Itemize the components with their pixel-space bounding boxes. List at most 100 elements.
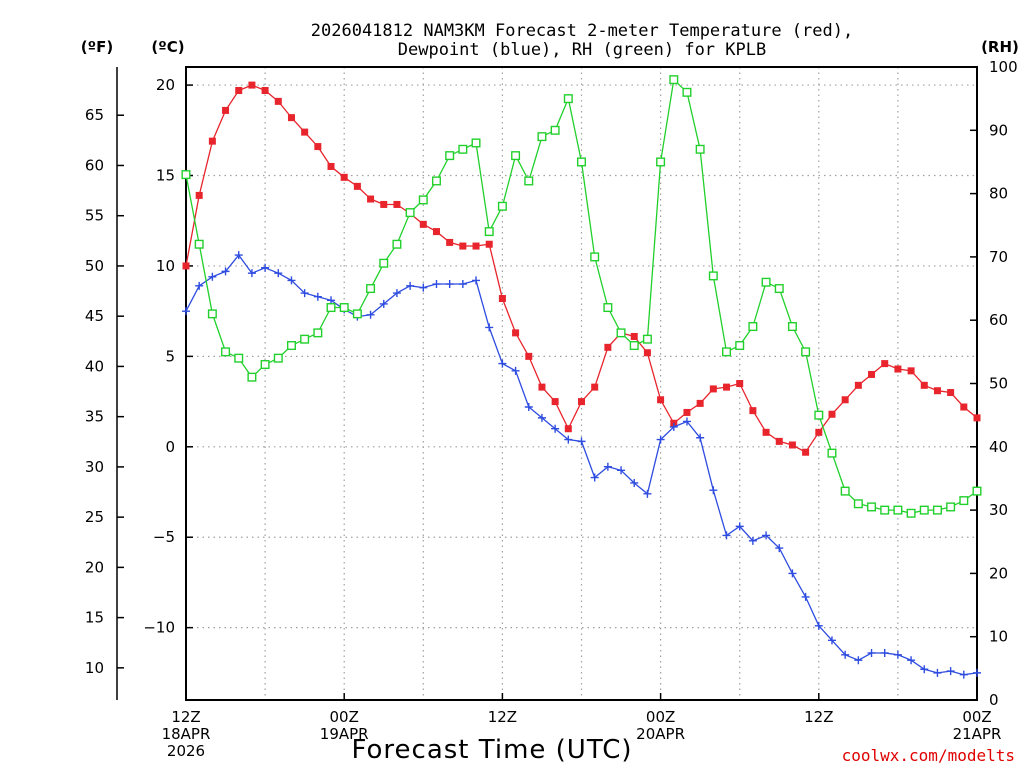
fahrenheit-tick-label: 55	[85, 207, 104, 225]
fahrenheit-tick-label: 25	[85, 508, 104, 526]
temperature-point	[749, 407, 757, 415]
dewpoint-point	[234, 251, 243, 260]
celsius-tick-label: 20	[156, 76, 175, 94]
dewpoint-point	[920, 665, 929, 674]
dewpoint-point	[577, 437, 586, 446]
dewpoint-point	[814, 621, 823, 630]
dewpoint-point	[630, 478, 639, 487]
temperature-point	[551, 398, 559, 406]
rh-tick-label: 30	[989, 501, 1008, 519]
rh-tick-label: 10	[989, 628, 1008, 646]
rh-tick-label: 100	[989, 58, 1018, 76]
dewpoint-point	[893, 650, 902, 659]
rh-point	[642, 334, 652, 344]
dewpoint-point	[709, 486, 718, 495]
dewpoint-point	[590, 473, 599, 482]
temperature-point	[222, 106, 230, 114]
dewpoint-point	[880, 648, 889, 657]
dewpoint-point	[182, 307, 190, 316]
temperature-point	[578, 398, 585, 406]
rh-point	[853, 499, 863, 509]
dewpoint-point	[656, 435, 665, 444]
temperature-point	[815, 428, 823, 436]
dewpoint-point	[603, 462, 612, 471]
rh-point	[313, 328, 323, 338]
temperature-point	[920, 381, 928, 389]
axes	[116, 66, 978, 701]
temperature-point	[841, 396, 849, 404]
fahrenheit-tick-label: 45	[85, 307, 104, 325]
x-tick-label: 12Z	[804, 708, 833, 726]
celsius-tick-label: −10	[143, 619, 175, 637]
rh-point	[695, 144, 705, 154]
dewpoint-point	[854, 656, 863, 665]
temperature-point	[498, 294, 506, 302]
rh-point	[484, 227, 494, 237]
dewpoint-point	[406, 281, 415, 290]
temperature-point	[683, 408, 691, 416]
dewpoint-point	[788, 569, 797, 578]
dewpoint-point	[432, 280, 441, 289]
x-tick-label: 00Z	[330, 708, 359, 726]
rh-point	[234, 353, 244, 363]
x-tick-label: 20APR	[636, 725, 685, 743]
temperature-point	[894, 365, 902, 373]
dewpoint-point	[287, 276, 296, 285]
rh-point	[603, 303, 613, 313]
dewpoint-point	[327, 296, 336, 305]
x-tick-label: 19APR	[320, 725, 369, 743]
data-series	[181, 75, 982, 679]
rh-point	[405, 208, 415, 218]
rh-point	[181, 170, 191, 180]
rh-point	[273, 353, 283, 363]
temperature-point	[630, 332, 638, 340]
dewpoint-point	[261, 263, 270, 272]
dewpoint-point	[498, 359, 507, 368]
rh-point	[577, 157, 587, 167]
temperature-point	[512, 329, 520, 337]
rh-point	[708, 271, 718, 281]
temperature-point	[868, 370, 876, 378]
dewpoint-point	[472, 276, 481, 285]
dewpoint-point	[300, 289, 309, 298]
fahrenheit-tick-label: 20	[85, 558, 104, 576]
dewpoint-point	[841, 650, 850, 659]
temperature-point	[459, 242, 467, 250]
fahrenheit-tick-label: 35	[85, 408, 104, 426]
temperature-point	[261, 87, 269, 95]
rh-point	[366, 284, 376, 294]
temperature-point	[696, 399, 704, 407]
dewpoint-point	[762, 531, 771, 540]
dewpoint-point	[867, 648, 876, 657]
rh-point	[774, 284, 784, 294]
rh-point	[946, 502, 956, 512]
rh-point	[352, 309, 362, 319]
x-tick-label: 12Z	[171, 708, 200, 726]
temperature-point	[208, 137, 216, 145]
dewpoint-point	[735, 522, 744, 531]
rh-point	[497, 201, 507, 211]
dewpoint-point	[617, 466, 626, 475]
dewpoint-point	[313, 292, 322, 301]
rh-point	[761, 277, 771, 287]
x-tick-label: 2026	[167, 742, 205, 760]
temperature-point	[485, 240, 493, 248]
dewpoint-point	[419, 283, 428, 292]
fahrenheit-tick-label: 10	[85, 659, 104, 677]
rh-unit-label: (RH)	[981, 38, 1019, 56]
rh-tick-label: 50	[989, 375, 1008, 393]
temperature-point	[802, 448, 810, 456]
dewpoint-point	[946, 667, 955, 676]
rh-point	[260, 360, 270, 370]
rh-point	[669, 75, 679, 85]
rh-point	[445, 151, 455, 161]
rh-point	[867, 502, 877, 512]
rh-point	[919, 505, 929, 515]
temperature-point	[947, 389, 955, 397]
dewpoint-point	[511, 366, 520, 375]
rh-point	[511, 151, 521, 161]
rh-point	[932, 505, 942, 515]
dewpoint-point	[722, 531, 731, 540]
rh-point	[801, 347, 811, 357]
temperature-point	[182, 262, 190, 270]
